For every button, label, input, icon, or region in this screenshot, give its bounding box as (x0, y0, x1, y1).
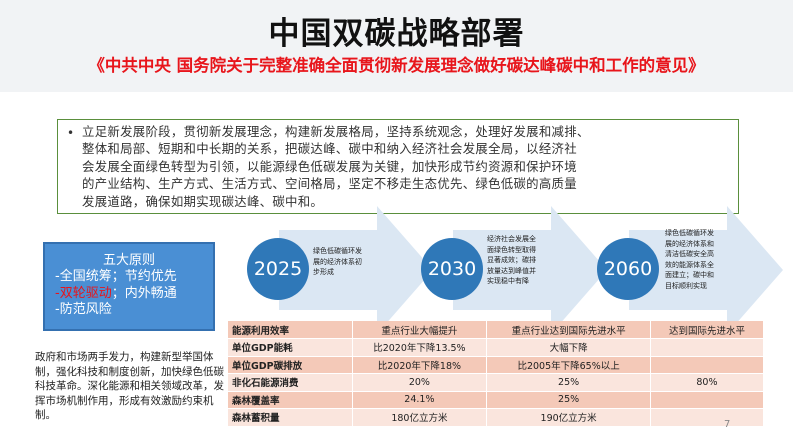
policy-summary-text: 立足新发展阶段，贯彻新发展理念，构建新发展格局，坚持系统观念，处理好发展和减排、… (82, 123, 730, 210)
milestone-text-line: 展的经济体系和 (665, 239, 714, 248)
policy-summary-box: • 立足新发展阶段，贯彻新发展理念，构建新发展格局，坚持系统观念，处理好发展和减… (57, 119, 739, 214)
table-cell (650, 338, 765, 357)
table-cell (650, 408, 765, 427)
milestone-text-line: 效的能源体系全 (665, 260, 714, 269)
arrow-shape-icon (629, 206, 783, 334)
year-circle: 2030 (421, 238, 483, 300)
summary-line: 会发展全面绿色转型为引领，以能源绿色低碳发展为关键，加快形成节约资源和保护环境 (82, 158, 577, 174)
summary-line: 的产业结构、生产方式、生活方式、空间格局，坚定不移走生态优先、绿色低碳的高质量 (82, 176, 577, 192)
table-cell: 重点行业大幅提升 (352, 321, 488, 339)
milestone-text-line: 显著成效；碳排 (487, 256, 536, 264)
header-band (0, 0, 793, 92)
principles-title: 五大原则 (102, 253, 155, 268)
milestone-text: 绿色低碳循环发 展的经济体系初 步形成 (313, 246, 362, 278)
milestone-2060: 2060 绿色低碳循环发 展的经济体系和 清洁低碳安全高 效的能源体系全 面建立… (597, 206, 787, 334)
row-label: 森林蓄积量 (228, 408, 353, 427)
table-row: 能源利用效率 重点行业大幅提升 重点行业达到国际先进水平 达到国际先进水平 (228, 321, 765, 339)
row-label: 单位GDP能耗 (228, 338, 353, 357)
table-cell: 大幅下降 (486, 338, 651, 357)
row-label: 非化石能源消费 (228, 373, 353, 392)
milestone-text-line: 绿色低碳循环发 (313, 247, 362, 255)
table-cell: 比2020年下降13.5% (352, 338, 488, 357)
table-cell: 达到国际先进水平 (650, 321, 765, 339)
milestone-2025: 2025 绿色低碳循环发 展的经济体系初 步形成 (247, 206, 437, 334)
summary-line: 发展道路，确保如期实现碳达峰、碳中和。 (82, 193, 324, 209)
targets-table: 能源利用效率 重点行业大幅提升 重点行业达到国际先进水平 达到国际先进水平 单位… (228, 321, 765, 427)
table-row: 森林覆盖率 24.1% 25% (228, 391, 765, 409)
principle-rest: ；内外畅通 (111, 285, 177, 301)
milestone-text-line: 实现稳中有降 (487, 277, 529, 285)
milestone-text: 经济社会发展全 面绿色转型取得 显著成效；碳排 放量达到峰值并 实现稳中有降 (487, 234, 536, 287)
principle-highlight: -双轮驱动 (55, 285, 112, 301)
table-cell: 比2020年下降18% (352, 356, 488, 374)
table-cell: 80% (650, 373, 765, 392)
table-row: 森林蓄积量 180亿立方米 190亿立方米 (228, 408, 765, 427)
arrow-shape-icon (279, 206, 433, 334)
table-row: 单位GDP能耗 比2020年下降13.5% 大幅下降 (228, 338, 765, 357)
arrow-shape-icon (453, 206, 607, 334)
table-cell (650, 356, 765, 374)
milestone-text-line: 展的经济体系初 (313, 257, 362, 266)
table-cell: 25% (486, 373, 651, 392)
table-cell: 180亿立方米 (352, 408, 488, 427)
row-label: 能源利用效率 (228, 321, 353, 339)
five-principles-box: 五大原则 -全国统筹；节约优先 -双轮驱动；内外畅通 -防范风险 (43, 242, 215, 331)
milestone-text-line: 放量达到峰值并 (487, 266, 536, 275)
milestone-2030: 2030 经济社会发展全 面绿色转型取得 显著成效；碳排 放量达到峰值并 实现稳… (421, 206, 611, 334)
table-row: 单位GDP碳排放 比2020年下降18% 比2005年下降65%以上 (228, 356, 765, 374)
milestone-text: 绿色低碳循环发 展的经济体系和 清洁低碳安全高 效的能源体系全 面建立；碳中和 … (665, 228, 714, 291)
milestone-text-line: 面建立；碳中和 (665, 271, 714, 279)
policy-note: 政府和市场两手发力，构建新型举国体制，强化科技和制度创新，加快绿色低碳科技革命。… (35, 351, 224, 422)
page-title: 中国双碳战略部署 (268, 16, 525, 52)
principle-line: -双轮驱动；内外畅通 (55, 286, 203, 303)
table-cell: 20% (352, 373, 488, 392)
milestone-text-line: 绿色低碳循环发 (665, 229, 714, 237)
milestone-text-line: 清洁低碳安全高 (665, 250, 714, 258)
row-label: 单位GDP碳排放 (228, 356, 353, 374)
year-circle: 2025 (247, 238, 309, 300)
table-cell: 重点行业达到国际先进水平 (486, 321, 651, 339)
document-subtitle: 《中共中央 国务院关于完整准确全面贯彻新发展理念做好碳达峰碳中和工作的意见》 (88, 56, 705, 75)
table-row: 非化石能源消费 20% 25% 80% (228, 373, 765, 392)
summary-line: 整体和局部、短期和中长期的关系，把碳达峰、碳中和纳入经济社会发展全局，以经济社 (82, 141, 577, 157)
year-circle: 2060 (597, 238, 659, 300)
milestone-text-line: 步形成 (313, 268, 334, 276)
principle-line: -防范风险 (55, 302, 112, 317)
milestone-text-line: 面绿色转型取得 (487, 245, 536, 254)
summary-line: 立足新发展阶段，贯彻新发展理念，构建新发展格局，坚持系统观念，处理好发展和减排、 (82, 124, 590, 139)
table-cell: 25% (486, 391, 651, 409)
milestone-text-line: 目标顺利实现 (665, 281, 707, 290)
bullet-dot-icon: • (67, 126, 75, 140)
table-cell: 24.1% (352, 391, 488, 409)
table-cell: 比2005年下降65%以上 (486, 356, 651, 374)
table-cell: 190亿立方米 (486, 408, 651, 427)
row-label: 森林覆盖率 (228, 391, 353, 409)
page-number: 7 (724, 419, 731, 430)
milestone-text-line: 经济社会发展全 (487, 235, 536, 243)
table-cell (650, 391, 765, 409)
principle-line: -全国统筹；节约优先 (55, 269, 177, 284)
